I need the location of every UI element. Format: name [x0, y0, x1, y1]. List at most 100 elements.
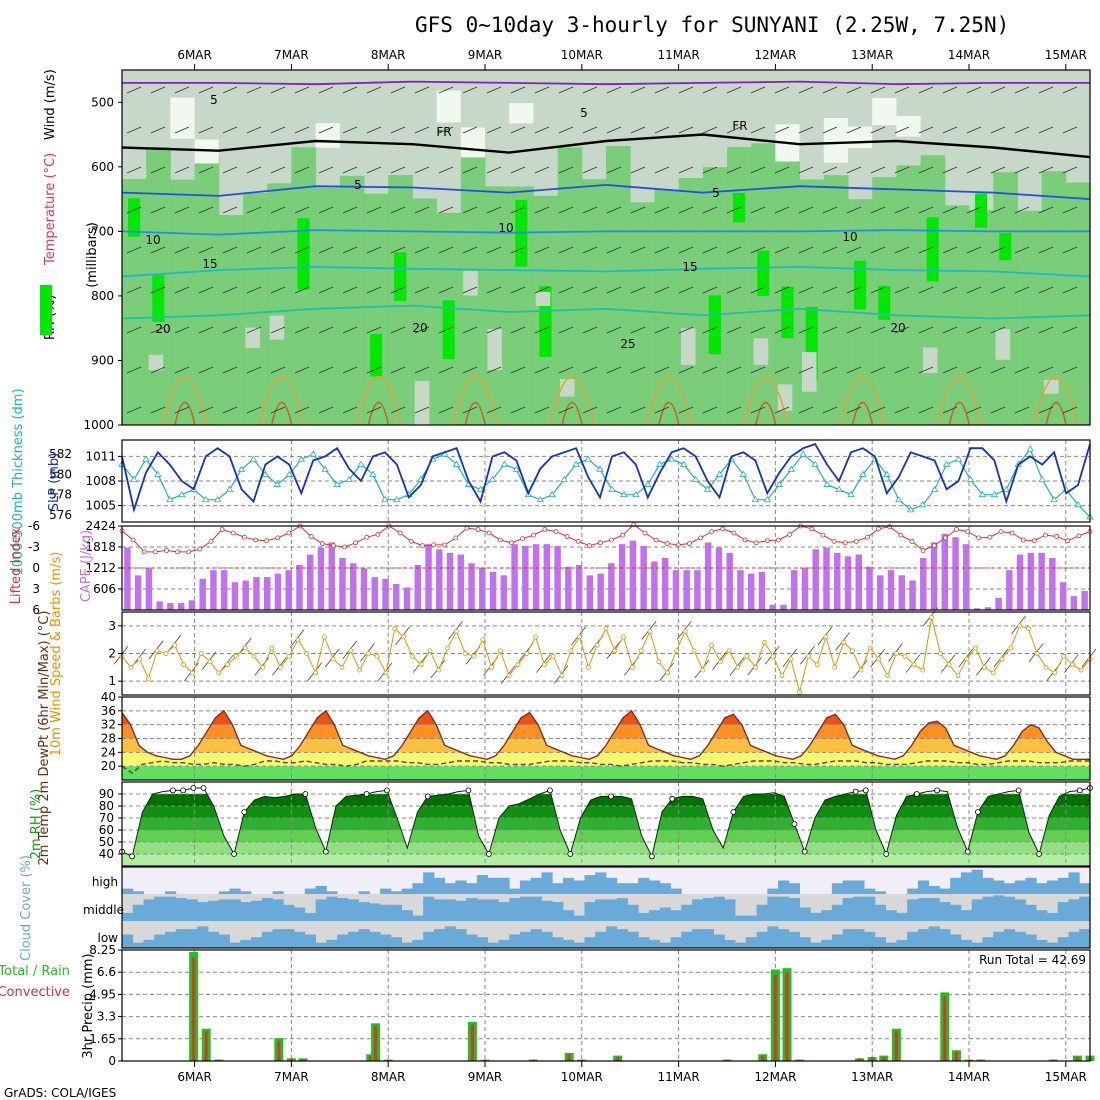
cloud-low-bar — [713, 934, 725, 948]
rh-band-moist — [678, 178, 704, 425]
wind-barb — [798, 126, 814, 134]
li-point — [1065, 538, 1071, 544]
cloud-middle-bar — [272, 899, 284, 921]
contour-label: FR — [732, 119, 747, 133]
cloud-high-bar — [455, 880, 467, 894]
cloud-middle-bar — [390, 904, 403, 921]
wind-barb — [702, 326, 718, 334]
li-point — [909, 539, 915, 544]
wind-barb — [846, 206, 862, 214]
cloud-low-bar — [842, 929, 854, 948]
wind10-point — [1043, 664, 1049, 670]
li-point — [653, 537, 659, 543]
cloud-high-bar — [412, 883, 424, 894]
wind-barb — [702, 406, 718, 414]
cloud-middle-bar — [681, 904, 693, 921]
cloud-middle-bar — [208, 900, 220, 921]
isotherm-30-lobe — [851, 401, 874, 426]
wind-barb — [414, 126, 430, 134]
cloud-high-bar — [509, 888, 521, 894]
wind-barb — [582, 126, 598, 134]
slp-axis-label: SLP (mb) — [47, 453, 62, 512]
cloud-middle-bar — [1057, 902, 1069, 921]
wind-barb — [126, 166, 142, 174]
cloud-low-bar — [1025, 934, 1037, 948]
wind-barb — [870, 86, 886, 94]
thickness-point — [237, 465, 246, 472]
wind-barb — [894, 406, 910, 414]
cloud-low-bar — [143, 939, 155, 948]
rh-band-saturated — [781, 286, 794, 339]
rh2m-fill-band — [122, 794, 1090, 806]
thickness-point — [213, 495, 222, 503]
wind-barb — [966, 206, 982, 214]
precip-convective-bar — [374, 1026, 378, 1061]
cloud-middle-bar — [466, 898, 478, 921]
rh2m-point — [302, 791, 309, 797]
cloud-middle-bar — [778, 896, 790, 921]
li-point — [509, 540, 514, 546]
cape-bar — [683, 570, 690, 610]
cloud-high-bar — [670, 888, 682, 894]
thickness-point — [166, 495, 174, 503]
cloud-middle-bar — [702, 898, 714, 921]
wind-barb — [174, 366, 190, 374]
wind-barb — [342, 406, 358, 414]
wind10-point — [453, 628, 459, 634]
precip-tick-label: 6.6 — [97, 965, 116, 979]
li-tick-label: -3 — [28, 540, 40, 554]
li-point — [675, 542, 681, 548]
cloud-low-bar — [498, 939, 510, 948]
wind-barb — [318, 246, 334, 254]
contour-label: 20 — [412, 321, 427, 335]
wind10-point — [726, 648, 732, 654]
rh2m-point — [964, 848, 971, 855]
li-point — [408, 539, 414, 544]
cape-bar — [220, 570, 228, 610]
dewpoint-line — [121, 760, 1090, 774]
wind-barb — [966, 326, 982, 334]
wind-barb — [462, 126, 478, 134]
wind-barb — [678, 206, 694, 214]
wind10-point — [779, 673, 785, 679]
wind10-point — [260, 664, 266, 670]
thickness-point — [668, 455, 676, 462]
wind10-point — [542, 662, 547, 667]
cape-bar — [425, 544, 432, 610]
rh2m-point — [190, 785, 197, 791]
wind-barb — [294, 246, 310, 254]
cloud-low-bar — [724, 939, 736, 948]
li-point — [464, 525, 470, 531]
wind-barb — [942, 246, 958, 254]
thickness-point — [488, 475, 497, 482]
cloud-middle-bar — [251, 900, 263, 921]
wind-barb — [318, 366, 334, 374]
wind-barb — [702, 86, 718, 94]
wind-barb — [414, 86, 430, 94]
slp-line — [121, 443, 1091, 514]
credit-text: GrADS: COLA/IGES — [4, 1086, 116, 1100]
wind10-point — [656, 659, 662, 665]
wind-barb — [822, 206, 838, 214]
cloud-low-bar — [960, 939, 973, 948]
rh-band-dry — [823, 118, 848, 163]
precip-convective-bar — [1051, 1059, 1055, 1061]
thickness-point — [715, 470, 724, 477]
cloud-level-low: low — [98, 931, 119, 945]
thickness-point — [369, 470, 377, 477]
contour-label: 5 — [712, 186, 720, 200]
wind-barb — [894, 206, 910, 214]
wind-barb — [750, 326, 766, 334]
li-point — [319, 541, 325, 546]
cloud-low-bar — [294, 931, 306, 948]
li-point — [753, 540, 759, 546]
wind-barb — [270, 86, 286, 94]
cloud-high-bar — [487, 877, 499, 894]
li-point — [898, 532, 904, 538]
thickness-axis-label: 1000-500mb Thickness (dm) — [11, 388, 26, 575]
rh-band-moist — [364, 193, 389, 425]
wind-barb — [510, 406, 526, 414]
rh2m-point — [791, 821, 798, 827]
cloud-middle-bar — [412, 915, 424, 921]
